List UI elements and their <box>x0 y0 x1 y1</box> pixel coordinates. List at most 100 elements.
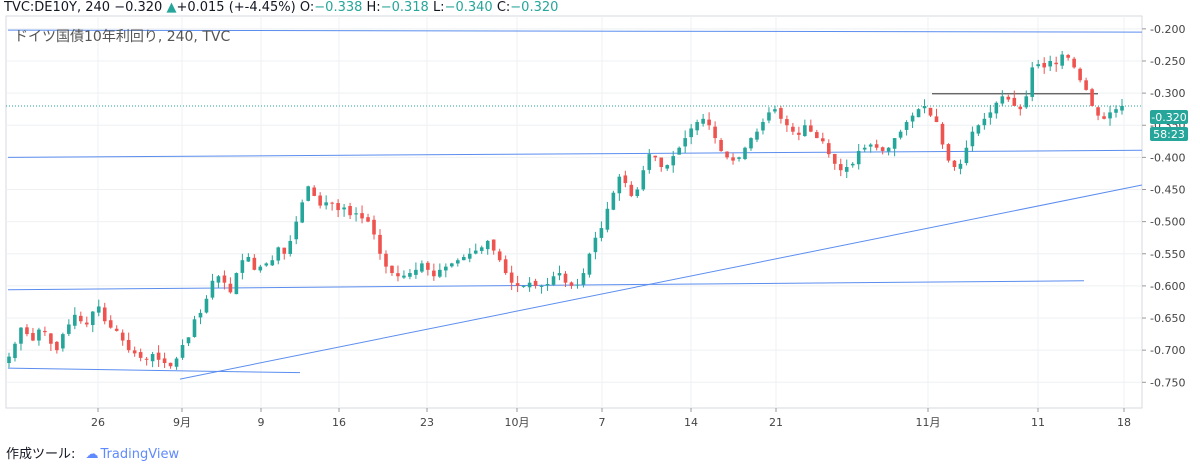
candle-body <box>168 362 173 367</box>
footer: 作成ツール: ☁ TradingView <box>6 443 179 462</box>
candle-body <box>934 116 939 123</box>
candle-body <box>210 280 215 298</box>
candle-body <box>1012 97 1017 106</box>
x-tick-label: 9月 <box>173 416 191 429</box>
last-price-label: -0.320 <box>1151 111 1186 124</box>
candle-body <box>725 151 729 158</box>
candle-body <box>928 107 933 116</box>
candle-body <box>593 237 598 253</box>
y-tick-label: -0.400 <box>1150 151 1185 164</box>
candle-body <box>862 147 867 150</box>
x-tick-label: 18 <box>1117 416 1131 429</box>
candle-body <box>617 176 622 194</box>
candle-body <box>497 251 502 261</box>
tradingview-logo-icon[interactable]: ☁ <box>85 447 99 462</box>
candle-body <box>19 327 23 344</box>
candle-body <box>312 187 316 196</box>
x-tick-label: 11 <box>1031 416 1045 429</box>
candle-body <box>461 256 466 261</box>
candle-body <box>1072 58 1076 68</box>
candle-body <box>605 208 610 230</box>
candle-body <box>689 128 693 138</box>
candle-body <box>868 144 873 147</box>
candle-body <box>527 282 532 288</box>
candle-body <box>809 125 813 132</box>
candle-body <box>390 265 394 274</box>
candle-body <box>1090 89 1094 106</box>
candle-body <box>420 263 424 272</box>
candle-body <box>629 184 634 196</box>
candle-body <box>67 324 71 334</box>
candle-body <box>426 262 430 270</box>
plot-area[interactable] <box>5 15 1143 409</box>
candle-body <box>743 147 747 159</box>
candle-body <box>874 144 879 148</box>
tradingview-link[interactable]: TradingView <box>100 447 180 462</box>
trend-line <box>179 184 1143 380</box>
trend-line <box>7 367 301 374</box>
x-axis[interactable]: 26 9月 9 16 23 10月 7 14 21 11月 11 18 <box>91 408 1131 429</box>
candle-body <box>126 339 131 351</box>
candle-body <box>880 147 885 151</box>
candle-body <box>372 219 376 235</box>
candle-body <box>791 126 795 132</box>
candle-body <box>108 320 113 328</box>
last-price-marker: -0.320 58:23 <box>1150 110 1188 141</box>
candle-body <box>114 328 119 331</box>
candle-body <box>300 202 305 223</box>
y-tick-label: -0.300 <box>1150 87 1185 100</box>
open-value: −0.338 <box>314 0 363 15</box>
candle-body <box>922 105 927 109</box>
candle-body <box>252 257 257 270</box>
y-axis[interactable]: -0.200-0.250-0.300-0.350-0.400-0.450-0.5… <box>1142 23 1185 389</box>
candle-body <box>1030 67 1035 97</box>
candle-body <box>886 147 891 152</box>
y-tick-label: -0.550 <box>1150 248 1185 261</box>
countdown-label: 58:23 <box>1153 128 1185 141</box>
chart-header: TVC:DE10Y, 240 −0.320 ▲+0.015 (+-4.45%) … <box>4 0 558 16</box>
candle-body <box>485 240 490 250</box>
candle-body <box>904 122 909 130</box>
candle-body <box>432 270 436 277</box>
candle-body <box>1018 106 1023 110</box>
made-with-label: 作成ツール: <box>6 447 76 462</box>
x-tick-label: 23 <box>420 416 434 429</box>
candle-body <box>336 203 340 211</box>
chart-title: ドイツ国債10年利回り, 240, TVC <box>14 29 230 45</box>
candle-body <box>246 256 251 262</box>
candle-body <box>7 356 11 364</box>
candle-body <box>533 280 538 286</box>
gridlines <box>6 16 1142 408</box>
candle-body <box>707 119 711 126</box>
candle-body <box>186 337 191 344</box>
candle-body <box>162 358 167 364</box>
candle-body <box>43 330 47 333</box>
candle-body <box>1042 63 1047 68</box>
open-label: O: <box>299 0 315 15</box>
candle-body <box>491 239 496 251</box>
candle-body <box>84 322 89 325</box>
candle-body <box>755 131 759 140</box>
y-tick-label: -0.750 <box>1150 376 1185 389</box>
candles <box>7 50 1124 370</box>
trend-line <box>7 29 1143 33</box>
candle-body <box>557 273 562 276</box>
candle-body <box>1102 116 1106 119</box>
candle-body <box>521 285 526 287</box>
candle-body <box>826 143 831 155</box>
candle-body <box>671 156 676 166</box>
last-price-badge <box>1150 110 1188 124</box>
candle-body <box>551 276 556 285</box>
y-tick-label: -0.600 <box>1150 280 1185 293</box>
candle-body <box>844 167 849 172</box>
candle-body <box>910 115 915 122</box>
candle-body <box>958 163 963 169</box>
candle-body <box>719 139 723 151</box>
candle-body <box>940 123 945 145</box>
candle-body <box>132 350 137 354</box>
candle-body <box>994 102 999 114</box>
candle-body <box>396 273 400 277</box>
candle-body <box>821 138 825 142</box>
candle-body <box>635 189 640 197</box>
